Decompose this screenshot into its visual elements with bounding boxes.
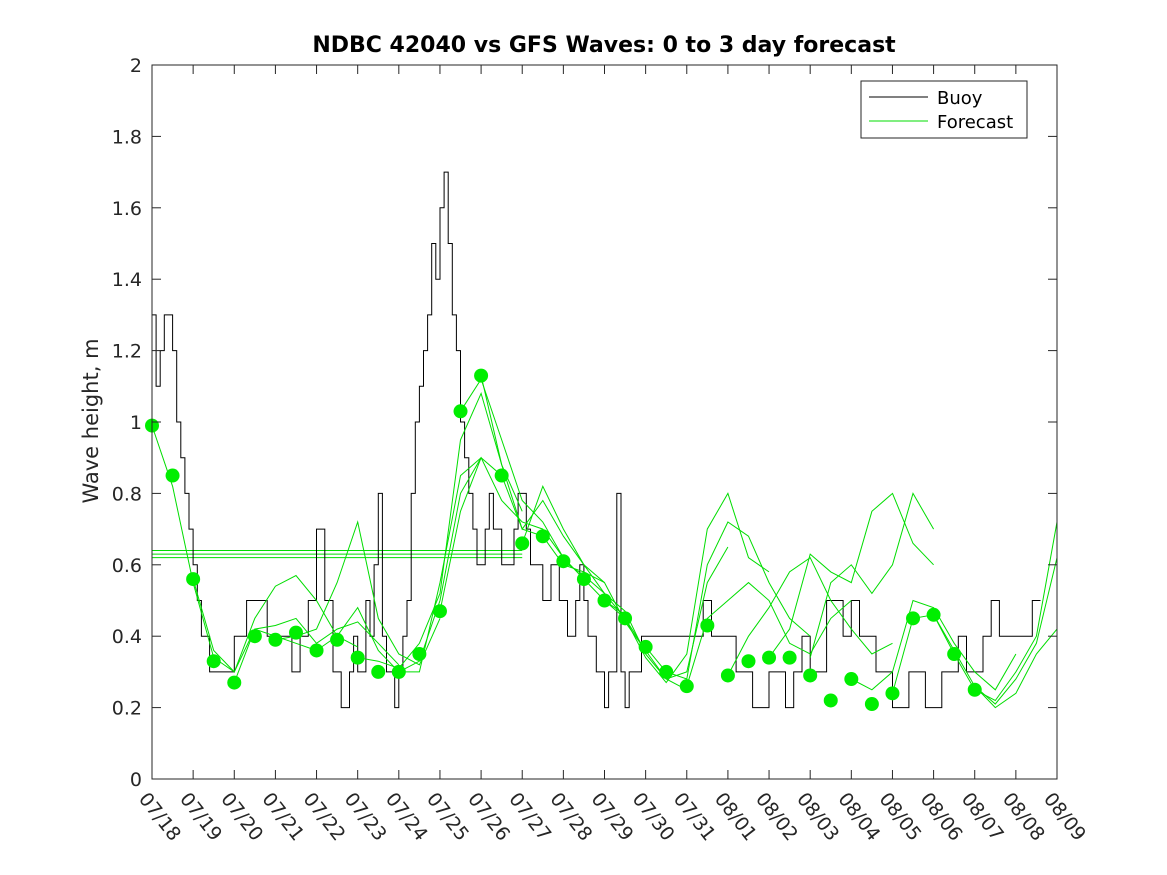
analysis-point <box>926 607 941 622</box>
analysis-point <box>330 632 345 647</box>
plot-background <box>152 65 1057 779</box>
y-tick-label: 1.4 <box>112 269 142 291</box>
y-tick-label: 1 <box>130 412 142 434</box>
analysis-point <box>186 572 201 587</box>
analysis-point <box>474 368 489 383</box>
analysis-point <box>556 554 571 569</box>
analysis-point <box>967 682 982 697</box>
analysis-point <box>268 632 283 647</box>
analysis-point <box>535 529 550 544</box>
forecast-run-line <box>809 492 935 658</box>
analysis-point <box>453 404 468 419</box>
analysis-point <box>762 650 777 665</box>
analysis-point <box>947 647 962 662</box>
analysis-point <box>700 618 715 633</box>
analysis-point <box>844 672 859 687</box>
y-tick-label: 0 <box>130 769 142 791</box>
forecast-series <box>151 375 1058 709</box>
y-axis-ticks: 0 0.2 0.4 0.6 0.8 1 1.2 1.4 1.6 1.8 2 <box>112 55 1057 791</box>
analysis-point <box>906 611 921 626</box>
y-tick-label: 0.6 <box>112 555 142 577</box>
analysis-point <box>494 468 509 483</box>
analysis-point <box>515 536 530 551</box>
plot-area <box>145 65 1058 779</box>
analysis-point <box>782 650 797 665</box>
legend-forecast-label: Forecast <box>937 112 1013 133</box>
analysis-point <box>206 654 221 669</box>
forecast-run-line <box>974 628 1058 709</box>
analysis-points <box>145 368 982 712</box>
analysis-point <box>679 679 694 694</box>
buoy-series <box>152 171 1041 709</box>
analysis-point <box>741 654 756 669</box>
forecast-run-line <box>521 485 688 691</box>
analysis-point <box>885 686 900 701</box>
analysis-point <box>391 664 406 679</box>
y-tick-label: 1.2 <box>112 341 142 363</box>
analysis-point <box>576 572 591 587</box>
forecast-run-line <box>604 492 770 684</box>
analysis-point <box>803 668 818 683</box>
y-tick-label: 0.2 <box>112 698 142 720</box>
analysis-point <box>309 643 324 658</box>
y-tick-label: 0.4 <box>112 626 142 648</box>
legend-buoy-label: Buoy <box>937 88 983 109</box>
analysis-point <box>597 593 612 608</box>
forecast-run-line <box>768 492 934 658</box>
forecast-run-line <box>460 378 626 616</box>
flat-forecast-lines <box>152 550 523 559</box>
forecast-run-line <box>851 599 1017 691</box>
analysis-point <box>288 625 303 640</box>
chart-title: NDBC 42040 vs GFS Waves: 0 to 3 day fore… <box>312 33 896 58</box>
forecast-run-line <box>192 574 358 673</box>
analysis-point <box>350 650 365 665</box>
y-tick-label: 0.8 <box>112 483 142 505</box>
analysis-point <box>823 693 838 708</box>
forecast-run-line <box>563 546 729 680</box>
y-tick-label: 2 <box>130 55 142 77</box>
y-axis-label: Wave height, m <box>79 338 103 503</box>
analysis-point <box>618 611 633 626</box>
analysis-point <box>638 639 653 654</box>
analysis-point <box>371 664 386 679</box>
analysis-point <box>247 629 262 644</box>
buoy-line <box>152 171 1041 709</box>
analysis-point <box>165 468 180 483</box>
forecast-run-line <box>645 521 811 680</box>
forecast-run-line <box>480 375 647 651</box>
y-tick-label: 1.6 <box>112 198 142 220</box>
legend-box <box>860 80 1028 139</box>
legend: Buoy Forecast <box>860 80 1028 139</box>
analysis-point <box>864 697 879 712</box>
analysis-point <box>432 604 447 619</box>
analysis-point <box>227 675 242 690</box>
y-tick-label: 1.8 <box>112 126 142 148</box>
analysis-point <box>659 664 674 679</box>
forecast-run-line <box>727 556 893 676</box>
analysis-point <box>412 647 427 662</box>
forecast-run-line <box>686 581 852 687</box>
forecast-run-line <box>357 391 523 669</box>
analysis-point <box>720 668 735 683</box>
